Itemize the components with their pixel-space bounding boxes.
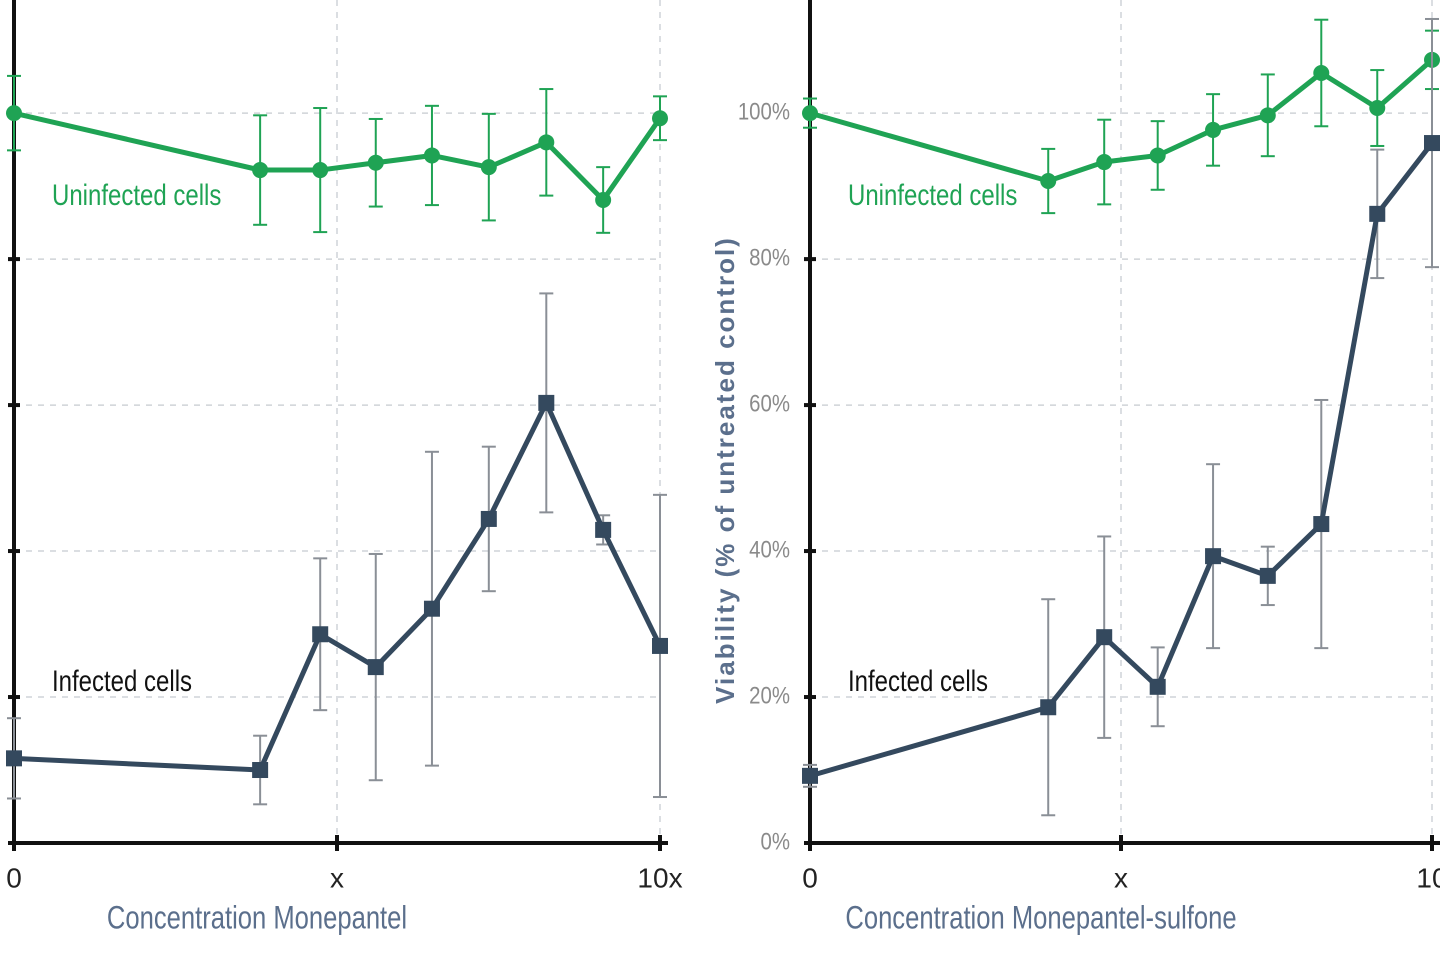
x-tick-label: 0 — [802, 862, 818, 893]
data-point — [1259, 567, 1276, 584]
y-tick-label: 40% — [749, 536, 790, 563]
data-point — [367, 154, 384, 171]
data-point — [538, 394, 555, 411]
x-tick-label: 10x — [637, 862, 682, 893]
series-label: Uninfected cells — [52, 177, 221, 211]
data-point — [252, 162, 269, 179]
data-point — [652, 110, 668, 127]
series-label: Infected cells — [848, 663, 988, 697]
data-point — [1424, 135, 1440, 152]
data-point — [538, 134, 555, 151]
y-tick-label: 60% — [749, 390, 790, 417]
data-point — [480, 510, 497, 527]
data-point — [652, 637, 668, 654]
data-point — [1205, 121, 1222, 138]
data-point — [252, 762, 269, 779]
data-point — [312, 626, 329, 643]
data-point — [1313, 516, 1330, 533]
data-point — [1369, 100, 1386, 117]
data-point — [423, 600, 440, 617]
data-point — [480, 159, 497, 176]
y-tick-label: 100% — [738, 98, 790, 125]
data-point — [1313, 64, 1330, 81]
data-point — [1149, 678, 1166, 695]
data-point — [312, 162, 329, 179]
data-point — [1259, 107, 1276, 124]
data-point — [423, 147, 440, 164]
y-axis-label: Viability (% of untreated control) — [710, 236, 740, 704]
x-tick-label: 10 — [1416, 862, 1440, 893]
series-label: Infected cells — [52, 663, 192, 697]
x-axis-label: Concentration Monepantel-sulfone — [845, 901, 1236, 936]
x-tick-label: x — [1114, 862, 1128, 893]
y-tick-label: 20% — [749, 682, 790, 709]
x-tick-label: 0 — [6, 862, 22, 893]
data-point — [802, 767, 818, 784]
data-point — [595, 521, 612, 538]
data-point — [6, 750, 22, 767]
x-tick-label: x — [330, 862, 344, 893]
data-point — [1205, 548, 1222, 565]
data-point — [6, 105, 22, 122]
data-point — [367, 659, 384, 676]
y-tick-label: 80% — [749, 244, 790, 271]
data-point — [802, 105, 818, 122]
data-point — [1040, 699, 1057, 716]
x-axis-label: Concentration Monepantel — [107, 901, 407, 936]
data-point — [1096, 154, 1113, 171]
data-point — [1096, 629, 1113, 646]
data-point — [1149, 147, 1166, 164]
data-point — [595, 191, 612, 208]
y-tick-label: 0% — [761, 828, 790, 855]
data-point — [1040, 173, 1057, 190]
series-label: Uninfected cells — [848, 177, 1017, 211]
data-point — [1369, 205, 1386, 222]
